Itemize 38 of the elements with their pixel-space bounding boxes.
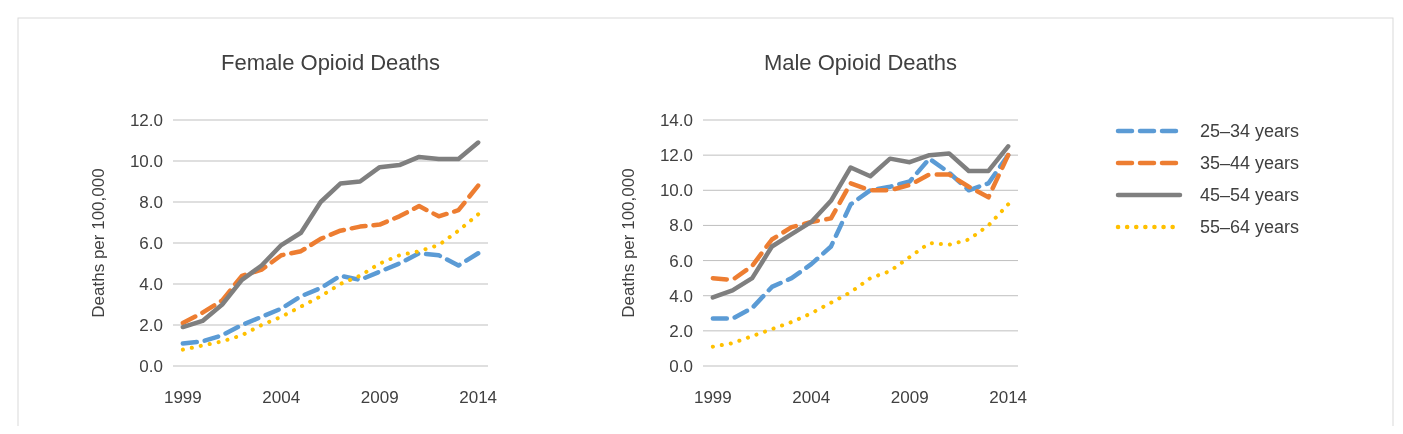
y-tick-label: 8.0 <box>139 192 163 212</box>
line-series <box>180 140 481 330</box>
y-tick-label: 2.0 <box>139 315 163 335</box>
y-axis-title: Deaths per 100,000 <box>619 168 638 318</box>
line-series <box>180 212 481 352</box>
x-tick-label: 2014 <box>989 388 1028 407</box>
x-tick-label: 2014 <box>459 388 498 407</box>
y-tick-label: 8.0 <box>669 216 693 236</box>
legend-label: 45–54 years <box>1200 185 1300 206</box>
x-tick-label: 1999 <box>163 388 202 407</box>
y-tick-label: 14.0 <box>659 110 693 130</box>
x-tick-label: 2004 <box>792 388 831 407</box>
chart-title: Female Opioid Deaths <box>221 50 440 75</box>
y-tick-label: 10.0 <box>129 151 163 171</box>
y-tick-label: 12.0 <box>129 110 163 130</box>
chart-title: Male Opioid Deaths <box>763 50 958 75</box>
x-tick-label: 1999 <box>693 388 732 407</box>
y-tick-label: 0.0 <box>139 356 163 376</box>
y-tick-label: 6.0 <box>139 233 163 253</box>
legend-label: 55–64 years <box>1200 217 1300 238</box>
y-tick-label: 2.0 <box>669 321 693 341</box>
y-axis-title: Deaths per 100,000 <box>89 168 108 318</box>
x-tick-label: 2009 <box>890 388 929 407</box>
y-tick-label: 0.0 <box>669 356 693 376</box>
line-series <box>710 152 1011 283</box>
line-series <box>710 144 1011 300</box>
legend-label: 25–34 years <box>1200 121 1300 142</box>
line-series <box>180 183 481 326</box>
x-tick-label: 2009 <box>360 388 399 407</box>
y-tick-label: 6.0 <box>669 251 693 271</box>
y-tick-label: 4.0 <box>139 274 163 294</box>
line-series <box>180 251 481 346</box>
y-tick-label: 10.0 <box>659 181 693 201</box>
legend-label: 35–44 years <box>1200 153 1300 174</box>
line-series <box>710 202 1011 349</box>
y-tick-label: 12.0 <box>659 146 693 166</box>
y-tick-label: 4.0 <box>669 286 693 306</box>
x-tick-label: 2004 <box>262 388 301 407</box>
